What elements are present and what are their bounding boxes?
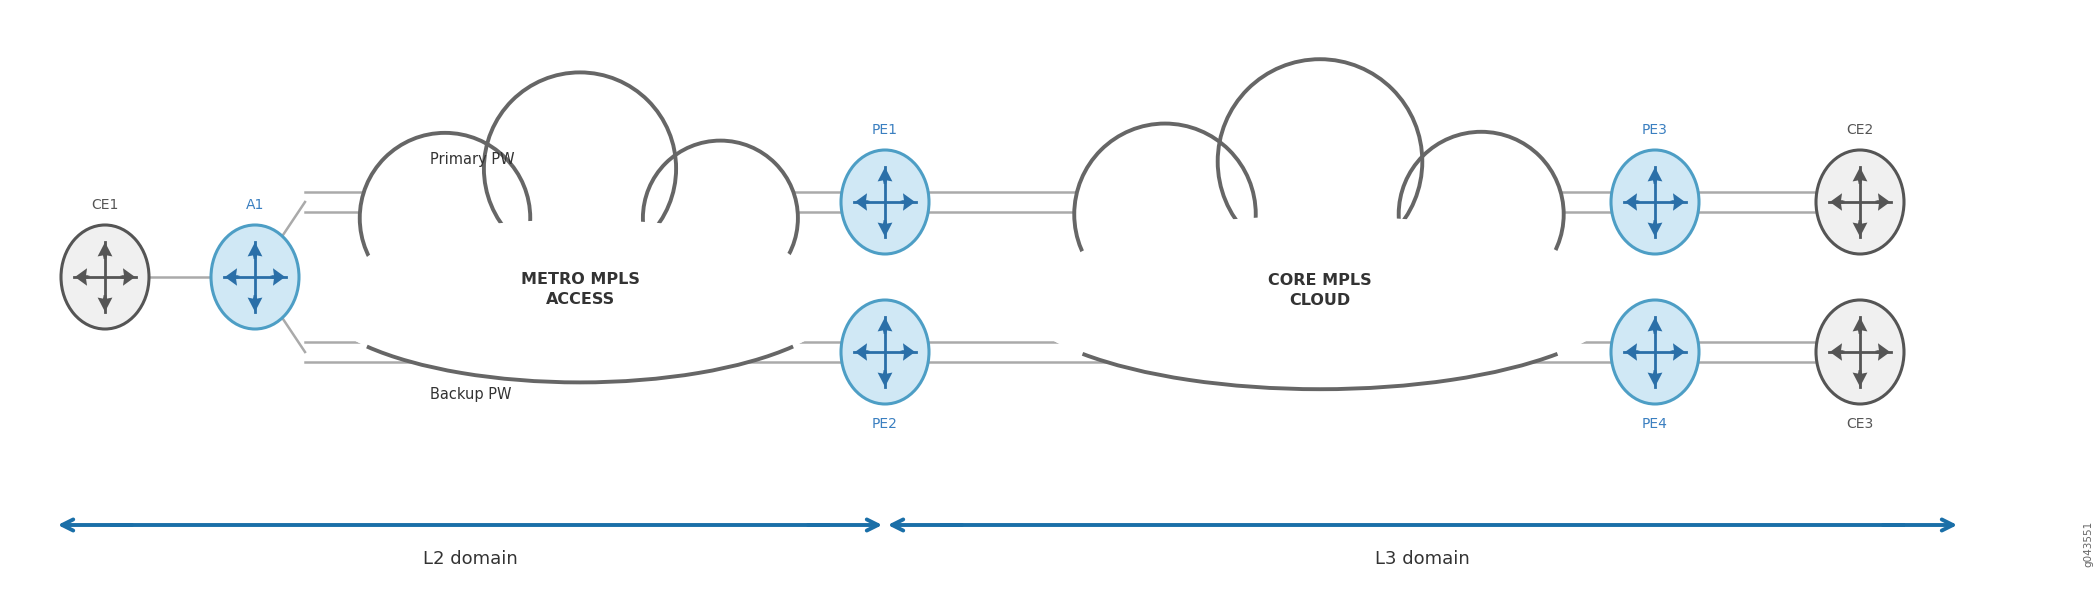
FancyArrow shape	[1854, 371, 1865, 384]
Text: Primary PW: Primary PW	[430, 152, 514, 167]
Ellipse shape	[1010, 191, 1630, 389]
FancyArrow shape	[1651, 221, 1659, 234]
Text: L2 domain: L2 domain	[422, 550, 517, 568]
Circle shape	[1218, 59, 1422, 264]
FancyArrow shape	[1628, 196, 1638, 208]
Circle shape	[643, 141, 798, 296]
Ellipse shape	[1010, 191, 1630, 389]
FancyArrow shape	[880, 221, 890, 234]
Ellipse shape	[1067, 216, 1575, 325]
Text: CE2: CE2	[1846, 123, 1873, 137]
FancyArrow shape	[250, 297, 260, 309]
FancyArrow shape	[1833, 196, 1844, 208]
Text: PE1: PE1	[872, 123, 899, 137]
FancyArrow shape	[101, 245, 109, 257]
FancyArrow shape	[880, 170, 890, 183]
FancyArrow shape	[1672, 346, 1682, 358]
FancyArrow shape	[857, 196, 867, 208]
Text: PE2: PE2	[872, 417, 899, 431]
Text: L3 domain: L3 domain	[1376, 550, 1470, 568]
FancyArrow shape	[901, 196, 914, 208]
Text: Backup PW: Backup PW	[430, 387, 512, 402]
Ellipse shape	[1816, 150, 1905, 254]
FancyArrow shape	[1854, 221, 1865, 234]
Circle shape	[483, 72, 676, 264]
FancyArrow shape	[1877, 196, 1888, 208]
Ellipse shape	[311, 196, 850, 383]
Text: PE3: PE3	[1642, 123, 1667, 137]
FancyArrow shape	[1672, 196, 1682, 208]
Ellipse shape	[1611, 150, 1699, 254]
FancyArrow shape	[857, 346, 867, 358]
FancyArrow shape	[227, 271, 237, 283]
FancyArrow shape	[1854, 320, 1865, 333]
FancyArrow shape	[1628, 346, 1638, 358]
Ellipse shape	[359, 220, 802, 322]
FancyArrow shape	[250, 245, 260, 257]
FancyArrow shape	[880, 371, 890, 384]
Circle shape	[359, 133, 529, 303]
Ellipse shape	[840, 150, 928, 254]
FancyArrow shape	[78, 271, 88, 283]
Text: PE4: PE4	[1642, 417, 1667, 431]
FancyArrow shape	[1651, 170, 1659, 183]
Text: g043551: g043551	[2083, 521, 2094, 567]
Ellipse shape	[61, 225, 149, 329]
Text: CORE MPLS
CLOUD: CORE MPLS CLOUD	[1268, 273, 1371, 307]
Ellipse shape	[1611, 300, 1699, 404]
Ellipse shape	[840, 300, 928, 404]
Text: CE1: CE1	[90, 198, 120, 212]
FancyArrow shape	[901, 346, 914, 358]
Circle shape	[1075, 124, 1256, 305]
FancyArrow shape	[271, 271, 284, 283]
Ellipse shape	[311, 196, 850, 383]
FancyArrow shape	[122, 271, 132, 283]
Text: CE3: CE3	[1846, 417, 1873, 431]
Text: A1: A1	[246, 198, 265, 212]
FancyArrow shape	[880, 320, 890, 333]
FancyArrow shape	[1651, 320, 1659, 333]
Text: METRO MPLS
ACCESS: METRO MPLS ACCESS	[521, 272, 638, 307]
FancyArrow shape	[1854, 170, 1865, 183]
Circle shape	[1399, 132, 1564, 297]
FancyArrow shape	[1833, 346, 1844, 358]
Ellipse shape	[1816, 300, 1905, 404]
FancyArrow shape	[101, 297, 109, 309]
FancyArrow shape	[1877, 346, 1888, 358]
FancyArrow shape	[1651, 371, 1659, 384]
Ellipse shape	[210, 225, 298, 329]
